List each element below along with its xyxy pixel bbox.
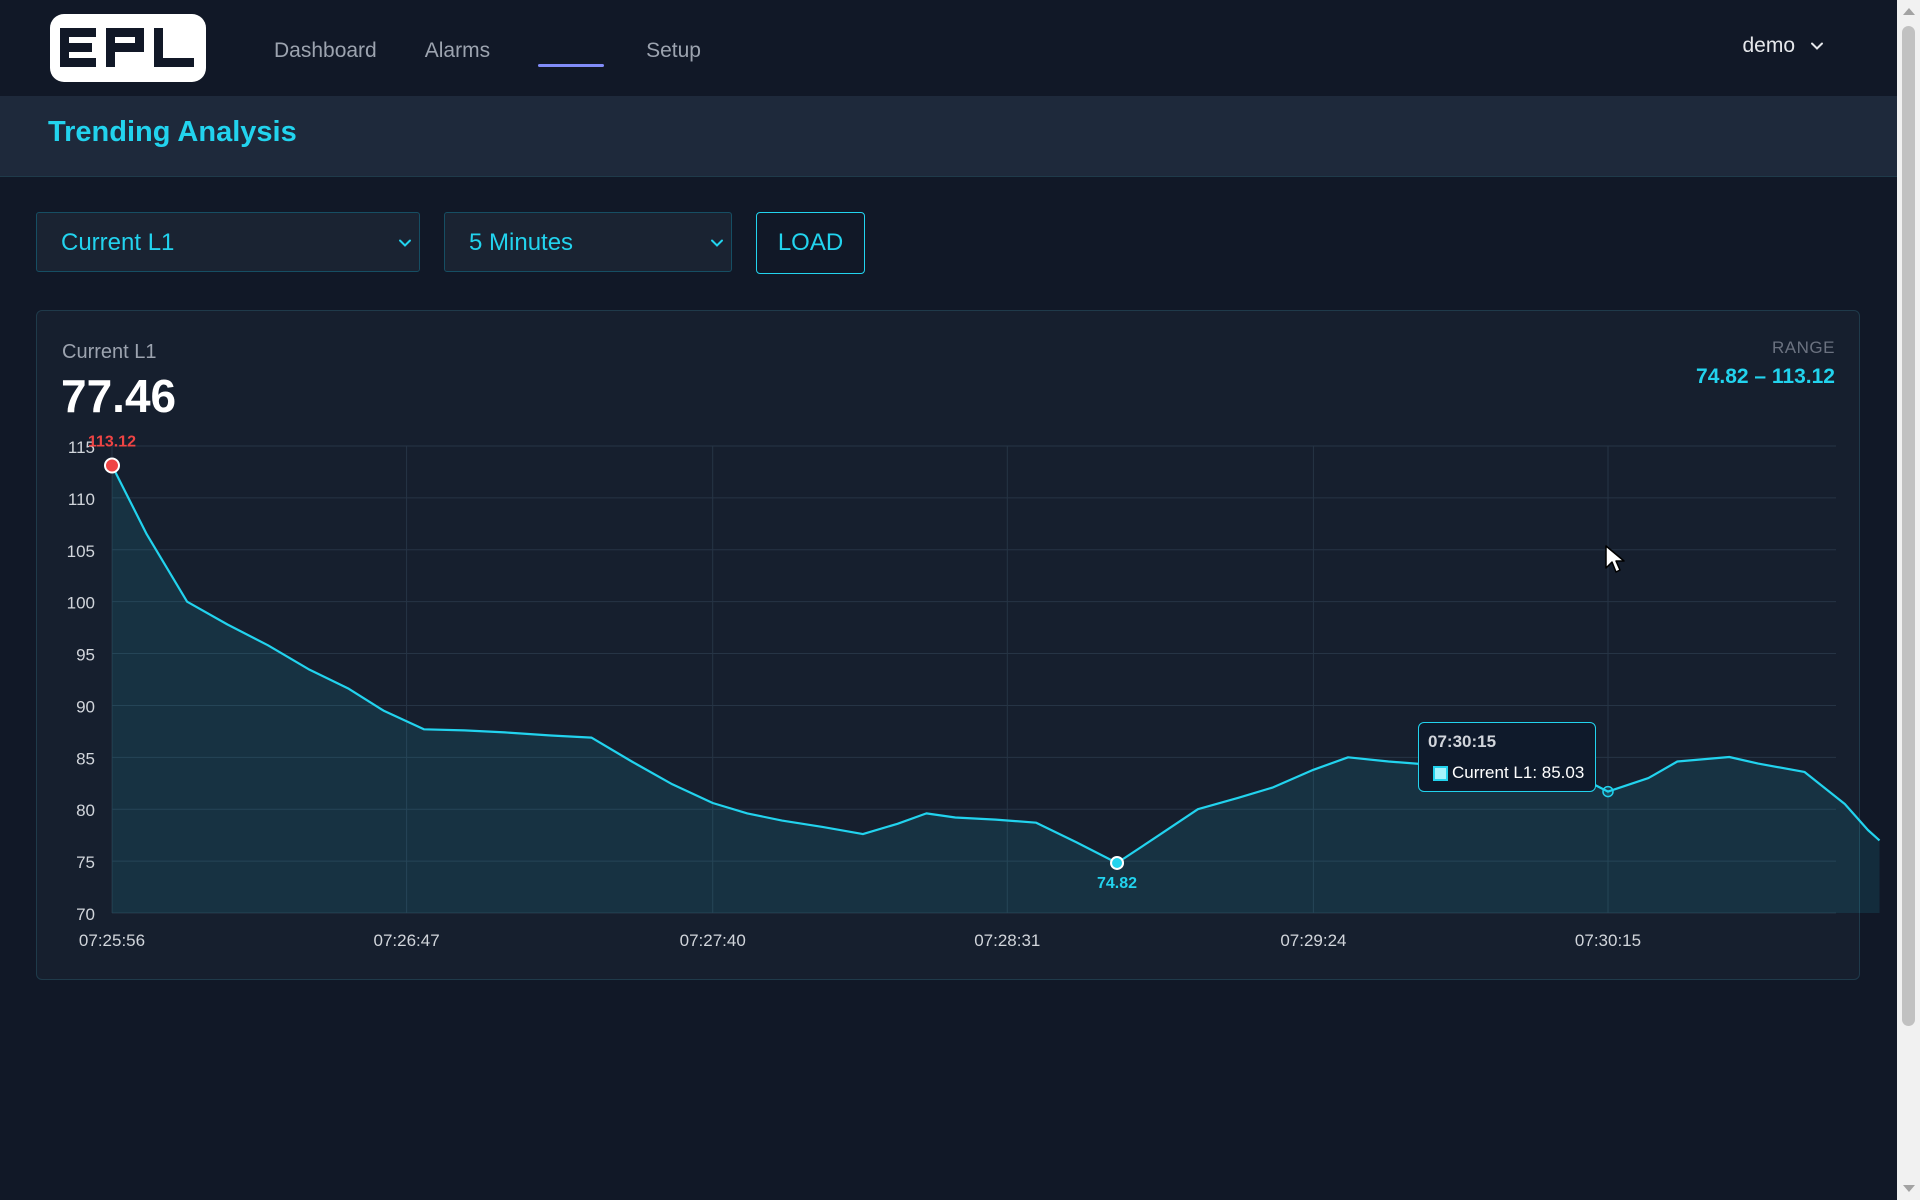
data-point[interactable] [1801,769,1807,775]
mouse-cursor-icon [1605,545,1625,573]
user-name: demo [1742,34,1795,57]
data-point[interactable] [629,758,635,764]
page-header: Trending Analysis [0,96,1897,177]
scroll-down-arrow-icon[interactable] [1903,1185,1915,1192]
data-point[interactable] [1876,837,1882,843]
data-point[interactable] [184,599,190,605]
data-point[interactable] [744,810,750,816]
user-menu[interactable]: demo [1742,34,1825,58]
load-button[interactable]: LOAD [756,212,865,274]
data-point[interactable] [1726,754,1732,760]
data-point[interactable] [952,815,958,821]
period-select-value: 5 Minutes [469,229,574,256]
nav-alarms[interactable]: Alarms [424,39,491,62]
data-point[interactable] [346,686,352,692]
metric-label: Current L1 [62,341,157,363]
tooltip-row: Current L1: 85.03 [1433,763,1584,783]
nav-dashboard[interactable]: Dashboard [274,39,377,62]
data-point[interactable] [1842,801,1848,807]
company-logo[interactable] [50,14,206,82]
data-point[interactable] [588,735,594,741]
data-point[interactable] [305,666,311,672]
metric-current-value: 77.46 [61,370,177,422]
data-point[interactable] [1605,789,1611,795]
data-point[interactable] [461,727,467,733]
data-point[interactable] [380,708,386,714]
data-point[interactable] [1154,833,1160,839]
page-scrollbar[interactable] [1897,0,1920,1200]
parameter-select-value: Current L1 [61,229,175,256]
epl-logo-icon [60,28,194,67]
scroll-up-arrow-icon[interactable] [1903,8,1915,15]
page-title: Trending Analysis [48,116,297,148]
nav-active-underline [538,64,605,67]
tooltip-time: 07:30:15 [1428,732,1497,751]
data-point[interactable] [993,817,999,823]
data-point[interactable] [923,810,929,816]
top-navigation-bar: Dashboard Alarms Setup demo [0,0,1897,96]
chart-tooltip: 07:30:15 Current L1: 85.03 [1418,722,1596,792]
period-select[interactable]: 5 Minutes [444,212,732,272]
main-nav: Dashboard Alarms Setup [274,0,749,96]
data-point[interactable] [1310,767,1316,773]
nav-trending-active[interactable] [538,0,605,96]
chevron-down-icon [711,239,723,247]
data-point[interactable] [1865,827,1871,833]
data-point[interactable] [1755,761,1761,767]
data-point[interactable] [1074,839,1080,845]
data-point[interactable] [1235,795,1241,801]
chevron-down-icon [399,239,411,247]
data-point[interactable] [502,729,508,735]
data-point[interactable] [1270,784,1276,790]
data-point[interactable] [225,621,231,627]
data-point[interactable] [1345,754,1351,760]
tooltip-value: Current L1: 85.03 [1452,763,1585,782]
data-point[interactable] [669,781,675,787]
data-point[interactable] [779,818,785,824]
chevron-down-icon [1811,42,1823,50]
data-point[interactable] [109,463,115,469]
data-point[interactable] [1114,860,1120,866]
trend-chart-card: Current L1 77.46 RANGE 74.82 – 113.12 [36,310,1860,980]
scrollbar-thumb[interactable] [1902,26,1915,1026]
range-label: RANGE [1772,338,1835,357]
range-value: 74.82 – 113.12 [1696,365,1835,388]
data-point[interactable] [1674,758,1680,764]
nav-setup[interactable]: Setup [646,39,701,62]
data-point[interactable] [1645,775,1651,781]
data-point[interactable] [819,824,825,830]
parameter-select[interactable]: Current L1 [36,212,420,272]
data-point[interactable] [895,821,901,827]
data-point[interactable] [1386,758,1392,764]
data-point[interactable] [860,831,866,837]
data-point[interactable] [710,800,716,806]
data-point[interactable] [144,531,150,537]
data-point[interactable] [421,726,427,732]
data-point[interactable] [1195,806,1201,812]
data-point[interactable] [1033,820,1039,826]
data-point[interactable] [548,733,554,739]
tooltip-series-swatch [1433,765,1448,781]
data-point[interactable] [265,642,271,648]
